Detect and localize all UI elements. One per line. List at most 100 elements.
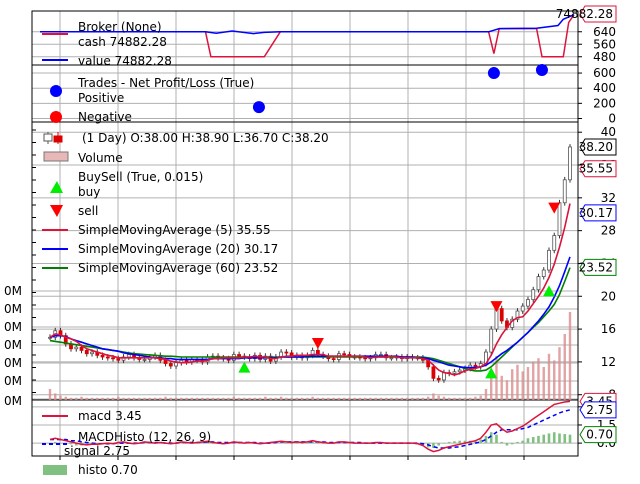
histo-bar [306, 443, 309, 444]
macdhisto-title: MACDHisto (12, 26, 9) [78, 430, 211, 444]
histo-bar [447, 441, 451, 444]
histo-bar [206, 442, 209, 444]
histo-bar [552, 432, 556, 444]
volume-bar [390, 397, 393, 400]
candle [489, 326, 494, 355]
volume-tick-label: 0M [4, 394, 22, 408]
histo-bar [495, 434, 498, 444]
candle-body [379, 354, 383, 356]
volume-bar [190, 397, 194, 400]
volume-bar [379, 397, 383, 400]
value-legend-label: value 74882.28 [78, 54, 172, 68]
volume-bar [117, 396, 120, 400]
broker-last-value-tag-box [579, 5, 617, 23]
candle [121, 354, 126, 364]
volume-bar [159, 397, 162, 400]
volume-bar [526, 367, 530, 400]
volume-bar [505, 380, 509, 400]
volume-bar [442, 396, 446, 400]
volume-bar [274, 397, 278, 400]
candle-body [100, 354, 105, 358]
volume-bar [369, 397, 372, 400]
candle [541, 267, 546, 280]
candle [499, 305, 504, 324]
macd-last-value-1-tag-label: 2.75 [586, 403, 613, 417]
price-y-tick-label: 32 [601, 191, 616, 205]
volume-bar [337, 397, 341, 400]
trades-y-tick-label: 200 [593, 96, 616, 110]
candle-body [526, 299, 530, 307]
volume-bar [185, 397, 188, 400]
volume-bar [132, 397, 136, 400]
histo-bar [510, 443, 514, 445]
candle-body [84, 350, 89, 355]
volume-bar [327, 397, 330, 400]
histo-bar [295, 443, 299, 444]
candle-body [237, 354, 241, 357]
histo-bar [195, 443, 199, 444]
candle-body [111, 357, 115, 360]
histo-bar [248, 443, 251, 444]
candle-body [184, 359, 189, 363]
volume-bar [342, 397, 346, 400]
candle-body [174, 362, 178, 367]
volume-bar [521, 371, 524, 400]
histo-bar [311, 441, 314, 444]
broker-title: Broker (None) [78, 20, 162, 34]
volume-bar [216, 397, 220, 400]
histo-bar [500, 441, 504, 444]
volume-bar [563, 334, 566, 400]
candle-body [74, 346, 79, 350]
macd-last-value-2-tag-box [579, 426, 617, 444]
buy-marker [542, 285, 555, 297]
price-last-value-3-tag-label: 23.52 [579, 260, 613, 274]
volume-bar [180, 397, 183, 400]
volume-bar [426, 396, 430, 400]
histo-legend-label: histo 0.70 [78, 463, 138, 477]
price-y-tick-label: 28 [601, 224, 616, 238]
candle-body [363, 357, 368, 360]
volume-bar [222, 397, 225, 400]
volume-bar [469, 397, 472, 400]
candle-body [163, 359, 168, 364]
volume-bar [490, 372, 493, 400]
histo-bar [279, 442, 283, 444]
volume-tick-label: 0M [4, 284, 22, 298]
volume-bar [332, 397, 335, 400]
macd-panel-frame [31, 399, 579, 457]
volume-bar [411, 397, 414, 400]
volume-bar [437, 395, 440, 400]
volume-bar [479, 395, 482, 400]
volume-bar [321, 397, 325, 400]
volume-bar [279, 396, 283, 400]
volume-bar [395, 397, 398, 400]
candle [536, 273, 541, 293]
price-last-value-1-tag-box [579, 160, 617, 178]
candle [562, 176, 567, 206]
candle-body [536, 276, 541, 291]
candle [168, 360, 173, 369]
histo-bar [180, 442, 183, 444]
volume-bar [143, 397, 146, 400]
volume-bar [75, 397, 78, 400]
volume-bar [169, 397, 173, 400]
volume-bar [547, 353, 551, 400]
volume-bar [164, 396, 167, 400]
candle-body [499, 308, 504, 322]
volume-bar [106, 397, 109, 400]
volume-bar [537, 358, 540, 400]
volume-bar [316, 397, 320, 400]
negative-legend-marker [50, 111, 62, 123]
histo-bar [300, 443, 304, 444]
histo-bar [463, 440, 467, 444]
histo-bar [479, 439, 483, 444]
volume-bar [258, 397, 262, 400]
candle [189, 356, 194, 365]
volume-tick-label: 0M [4, 338, 22, 352]
candle-body [489, 328, 494, 353]
sell-legend-label: sell [78, 204, 98, 218]
candle-body [284, 351, 289, 354]
broker-y-tick-label: 640 [593, 25, 616, 39]
histo-bar [458, 440, 461, 444]
histo-bar [348, 443, 351, 444]
